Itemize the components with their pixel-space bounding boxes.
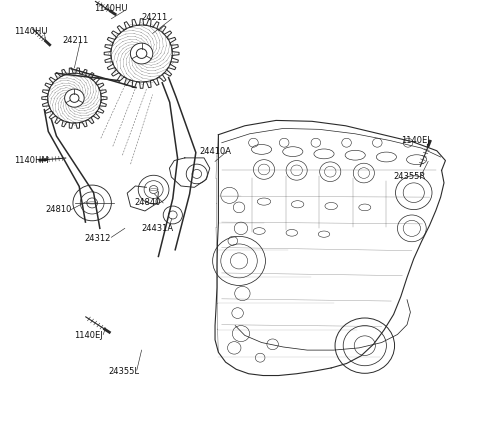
Text: 1140HU: 1140HU [94, 4, 127, 13]
Text: 24431A: 24431A [142, 224, 174, 233]
Text: 1140HU: 1140HU [14, 27, 48, 36]
Text: 1140EJ: 1140EJ [74, 331, 103, 340]
Text: 24355L: 24355L [108, 367, 139, 376]
Text: 24211: 24211 [142, 13, 168, 22]
Text: 24312: 24312 [84, 234, 110, 243]
Text: 24840: 24840 [134, 198, 161, 207]
Text: 24211: 24211 [62, 36, 89, 45]
Text: 24410A: 24410A [199, 147, 231, 156]
Text: 1140EJ: 1140EJ [401, 136, 430, 145]
Text: 24355R: 24355R [394, 172, 426, 181]
Text: 24810: 24810 [46, 205, 72, 214]
Text: 1140HM: 1140HM [14, 156, 49, 165]
